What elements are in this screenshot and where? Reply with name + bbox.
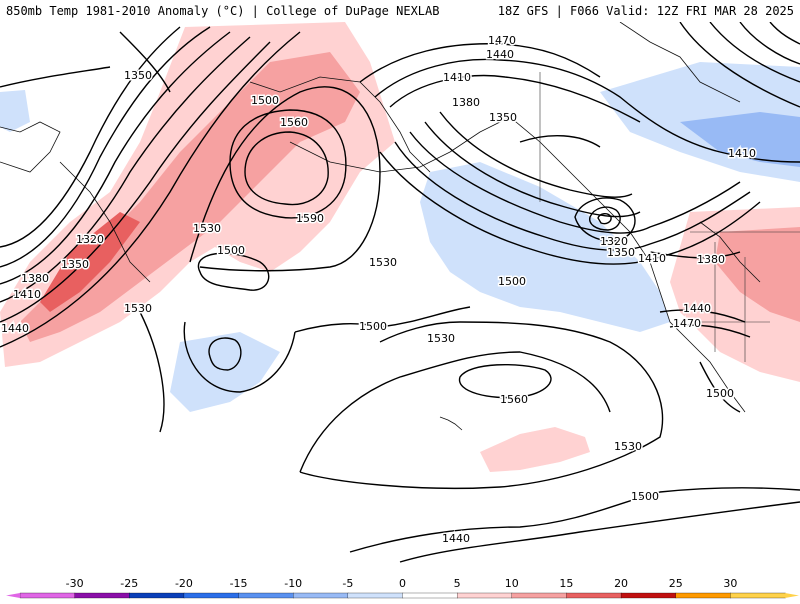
coastlines — [0, 22, 761, 431]
legend-swatch — [238, 592, 294, 599]
contour-label: 1500 — [251, 94, 279, 107]
contour-label: 1350 — [489, 111, 517, 124]
contour-label: 1440 — [442, 532, 470, 545]
contour-label: 1560 — [500, 393, 528, 406]
legend-swatch — [402, 592, 458, 599]
legend-swatch — [183, 592, 240, 599]
warm-anomaly-subtropical — [480, 427, 590, 472]
legend-left-arrow — [6, 593, 20, 598]
legend-swatch — [730, 592, 786, 599]
contour-label: 1440 — [1, 322, 29, 335]
legend-swatch — [511, 592, 568, 599]
contour-label: 1410 — [13, 288, 41, 301]
contour-label: 1530 — [193, 222, 221, 235]
contour-label: 1530 — [427, 332, 455, 345]
map-header: 850mb Temp 1981-2010 Anomaly (°C) | Coll… — [0, 0, 800, 22]
legend-swatch — [456, 592, 513, 599]
contour-label: 1530 — [614, 440, 642, 453]
legend-swatch — [19, 592, 76, 599]
legend-tick-label: -30 — [66, 577, 84, 590]
contour-label: 1590 — [296, 212, 324, 225]
legend-tick-label: 25 — [669, 577, 683, 590]
contour-label: 1380 — [452, 96, 480, 109]
legend-right-arrow — [785, 593, 799, 598]
cool-anomaly-westpac — [170, 332, 280, 412]
contour-label: 1350 — [61, 258, 89, 271]
contour-label: 1500 — [706, 387, 734, 400]
contour-label: 1470 — [488, 34, 516, 47]
contour-label: 1530 — [369, 256, 397, 269]
contour-label: 1560 — [280, 116, 308, 129]
legend-tick-label: -25 — [120, 577, 138, 590]
legend-swatch — [347, 592, 404, 599]
legend-swatch — [129, 592, 185, 599]
legend-tick-label: 10 — [505, 577, 519, 590]
contour-label: 1410 — [443, 71, 471, 84]
legend-tick-label: -15 — [230, 577, 248, 590]
anomaly-map: 1350 1500 1560 1590 1530 1500 1530 1500 1320 1350… — [0, 22, 800, 576]
legend-swatch — [566, 592, 622, 599]
model-run-info: 18Z GFS | F066 Valid: 12Z FRI MAR 28 202… — [497, 4, 794, 18]
contour-label: 1410 — [638, 252, 666, 265]
cool-anomaly-canada-core — [680, 112, 800, 167]
legend-tick-label: 5 — [454, 577, 461, 590]
contour-label: 1500 — [706, 388, 734, 401]
contour-label: 1380 — [697, 253, 725, 266]
contour-label: 1500 — [498, 275, 526, 288]
contour-label: 1500 — [631, 490, 659, 503]
contour-label: 1350 — [124, 69, 152, 82]
contour-label: 1440 — [683, 302, 711, 315]
legend-tick-label: -10 — [284, 577, 302, 590]
contour-label: 1410 — [728, 147, 756, 160]
legend-swatch — [675, 592, 732, 599]
contour-label: 1350 — [607, 246, 635, 259]
legend-tick-label: -5 — [342, 577, 353, 590]
contour-label: 1500 — [359, 320, 387, 333]
warm-anomaly-strong — [40, 212, 140, 312]
color-legend: -30 -25 -20 -15 -10 -5 0 5 10 15 20 25 30 — [0, 576, 800, 600]
contour-label: 1530 — [124, 302, 152, 315]
legend-tick-label: 30 — [723, 577, 737, 590]
legend-swatch — [293, 592, 349, 599]
legend-swatch — [74, 592, 130, 599]
cool-anomaly-siberia — [0, 90, 30, 132]
legend-tick-label: 0 — [399, 577, 406, 590]
warm-anomaly-southwest-core — [715, 227, 800, 322]
contour-label: 1320 — [600, 235, 628, 248]
contour-label: 1470 — [673, 317, 701, 330]
height-contours — [0, 22, 800, 563]
warm-anomaly-core — [20, 52, 360, 342]
product-title: 850mb Temp 1981-2010 Anomaly (°C) | Coll… — [6, 4, 440, 18]
contour-label: 1320 — [76, 233, 104, 246]
legend-tick-label: 15 — [559, 577, 573, 590]
legend-tick-label: -20 — [175, 577, 193, 590]
legend-swatch — [620, 592, 677, 599]
cool-anomaly-pacific — [420, 162, 670, 332]
contour-label: 1380 — [21, 272, 49, 285]
contour-label: 1440 — [486, 48, 514, 61]
contour-label: 1500 — [217, 244, 245, 257]
contour-labels: 1350150015601590153015001530150013201350… — [0, 33, 758, 547]
legend-tick-label: 20 — [614, 577, 628, 590]
